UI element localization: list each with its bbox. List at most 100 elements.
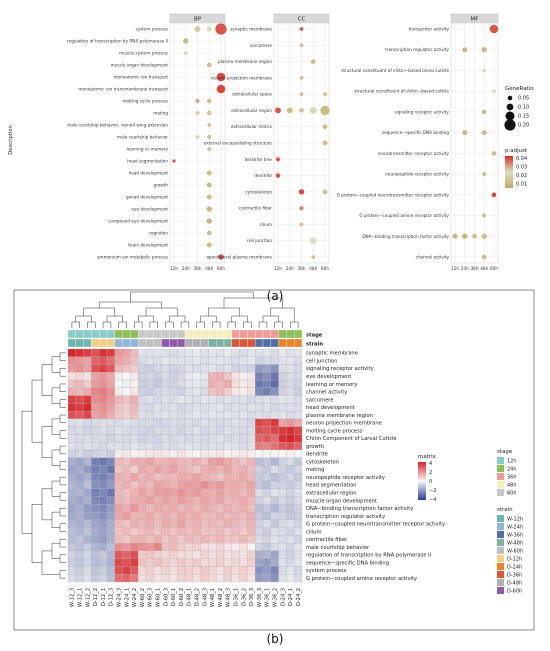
heatmap-cell: [294, 449, 303, 458]
heatmap-cell: [192, 535, 201, 544]
heatmap-cell: [75, 442, 84, 451]
heatmap-cell: [247, 442, 256, 451]
heatmap-cell: [239, 395, 248, 404]
heatmap-cell: [286, 411, 295, 420]
heatmap-cell: [130, 480, 139, 489]
stage-annot-cell: [223, 329, 232, 339]
stage-annot-cell: [161, 329, 170, 339]
heatmap-cell: [184, 543, 193, 552]
heatmap-cell: [138, 496, 147, 505]
heatmap-cell: [247, 566, 256, 575]
heatmap-cell: [270, 543, 279, 552]
heatmap-cell: [153, 426, 162, 435]
heatmap-cell: [231, 504, 240, 513]
heatmap-cell: [184, 364, 193, 373]
heatmap-col-label: W-24_3: [117, 588, 123, 607]
heatmap-cell: [255, 387, 264, 396]
heatmap-cell: [145, 566, 154, 575]
dendro-link: [59, 554, 66, 563]
heatmap-cell: [67, 473, 76, 482]
heatmap-cell: [231, 558, 240, 567]
heatmap-cell: [161, 372, 170, 381]
heatmap-cell: [161, 387, 170, 396]
heatmap-cell: [200, 574, 209, 583]
stage-annot-cell: [91, 329, 100, 339]
heatmap-cell: [200, 449, 209, 458]
heatmap-cell: [75, 519, 84, 528]
heatmap-cell: [239, 535, 248, 544]
dot-mark: [206, 110, 212, 116]
heatmap-cell: [200, 411, 209, 420]
heatmap-cell: [75, 457, 84, 466]
heatmap-cell: [262, 465, 271, 474]
heatmap-cell: [216, 566, 225, 575]
heatmap-cell: [161, 558, 170, 567]
stage-legend-swatch: [497, 457, 504, 464]
heatmap-cell: [231, 473, 240, 482]
heatmap-cell: [91, 395, 100, 404]
heatmap-cell: [239, 457, 248, 466]
heatmap-cell: [99, 426, 108, 435]
term-label: regulation of transcription by RNA polym…: [67, 39, 168, 44]
heatmap-cell: [184, 535, 193, 544]
heatmap-cell: [231, 411, 240, 420]
dendro-link: [59, 570, 66, 579]
heatmap-cell: [177, 411, 186, 420]
heatmap-cell: [153, 356, 162, 365]
heatmap-cell: [145, 395, 154, 404]
strain-legend-swatch: [497, 579, 504, 586]
heatmap-cell: [161, 356, 170, 365]
dendro-link: [75, 315, 92, 322]
heatmap-cell: [153, 543, 162, 552]
heatmap-cell: [270, 496, 279, 505]
heatmap-cell: [130, 434, 139, 443]
heatmap-cell: [192, 465, 201, 474]
heatmap-cell: [208, 387, 217, 396]
heatmap-cell: [67, 395, 76, 404]
heatmap-cell: [177, 395, 186, 404]
heatmap-cell: [75, 411, 84, 420]
heatmap-cell: [208, 543, 217, 552]
heatmap-cell: [130, 543, 139, 552]
term-label: structural constituent of chitin−based c…: [354, 89, 449, 94]
heatmap-cell: [200, 426, 209, 435]
heatmap-cell: [247, 473, 256, 482]
heatmap-cell: [161, 519, 170, 528]
heatmap-cell: [216, 442, 225, 451]
heatmap-cell: [239, 519, 248, 528]
heatmap-cell: [91, 465, 100, 474]
heatmap-cell: [91, 473, 100, 482]
heatmap-cell: [286, 364, 295, 373]
dotplot-mf: MF transporter activity transcription regu…: [337, 13, 498, 271]
heatmap-cell: [294, 473, 303, 482]
heatmap-cell: [67, 535, 76, 544]
heatmap-row-label: channel activity: [306, 390, 347, 396]
heatmap-cell: [106, 348, 115, 357]
heatmap-cell: [286, 465, 295, 474]
heatmap-cell: [153, 442, 162, 451]
heatmap-cell: [270, 372, 279, 381]
legend-size-label: 0.10: [518, 105, 529, 111]
heatmap-cell: [122, 574, 131, 583]
strain-legend-label: D-12h: [507, 557, 522, 563]
heatmap-cell: [75, 566, 84, 575]
heatmap-cell: [122, 457, 131, 466]
heatmap-cell: [208, 403, 217, 412]
strain-annot-cell: [262, 338, 271, 348]
dot-mark: [472, 233, 477, 239]
heatmap-cell: [83, 535, 92, 544]
heatmap-cell: [130, 465, 139, 474]
heatmap-cell: [278, 442, 287, 451]
heatmap-cell: [106, 395, 115, 404]
heatmap-cell: [106, 426, 115, 435]
heatmap-cell: [294, 403, 303, 412]
heatmap-cell: [161, 511, 170, 520]
heatmap-cell: [153, 574, 162, 583]
strain-legend-swatch: [497, 539, 504, 546]
heatmap-cell: [138, 519, 147, 528]
heatmap-cell: [99, 480, 108, 489]
strain-annot-cell: [223, 338, 232, 348]
heatmap-cell: [208, 465, 217, 474]
heatmap-cell: [231, 348, 240, 357]
dot-mark: [322, 140, 328, 146]
